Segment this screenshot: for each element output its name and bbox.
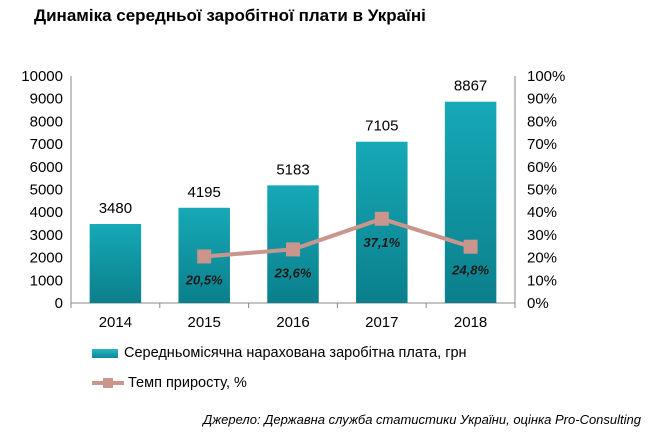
growth-value-label: 37,1% xyxy=(363,235,400,250)
y2-tick-label: 50% xyxy=(527,182,557,199)
y-tick-label: 2000 xyxy=(30,250,63,267)
y2-tick-label: 10% xyxy=(527,272,557,289)
line-series xyxy=(197,211,478,264)
y2-tick-label: 80% xyxy=(527,113,557,130)
bar-value-label: 5183 xyxy=(276,161,309,178)
y2-tick-label: 20% xyxy=(527,250,557,267)
y-tick-label: 9000 xyxy=(30,91,63,108)
y2-tick-label: 70% xyxy=(527,136,557,153)
x-tick-label: 2017 xyxy=(365,314,398,331)
growth-point xyxy=(463,239,478,254)
bar-value-label: 4195 xyxy=(188,184,221,201)
y-tick-label: 3000 xyxy=(30,227,63,244)
legend-line-swatch xyxy=(92,377,124,389)
y-tick-label: 4000 xyxy=(30,204,63,221)
y2-tick-label: 60% xyxy=(527,159,557,176)
bar-value-label: 8867 xyxy=(454,78,487,95)
chart-title: Динаміка середньої заробітної плати в Ук… xyxy=(34,6,426,25)
x-tick-label: 2015 xyxy=(188,314,221,331)
x-tick-label: 2016 xyxy=(276,314,309,331)
y2-tick-label: 40% xyxy=(527,204,557,221)
legend-bar-swatch xyxy=(92,348,118,358)
y2-tick-label: 100% xyxy=(527,68,565,85)
y-tick-label: 8000 xyxy=(30,113,63,130)
growth-point xyxy=(286,242,300,257)
y-tick-label: 7000 xyxy=(30,136,63,153)
growth-value-label: 20,5% xyxy=(185,272,223,287)
y2-tick-label: 30% xyxy=(527,227,557,244)
legend-item-bars: Середньомісячна нарахована заробітна пла… xyxy=(92,345,467,361)
bar xyxy=(89,224,142,303)
source-note: Джерело: Державна служба статистики Укра… xyxy=(203,412,641,427)
legend-bar-label: Середньомісячна нарахована заробітна пла… xyxy=(124,345,467,361)
bar xyxy=(444,101,497,303)
y-tick-label: 1000 xyxy=(30,272,63,289)
y-tick-label: 10000 xyxy=(21,68,63,85)
y-tick-label: 5000 xyxy=(30,182,63,199)
bar-value-label: 7105 xyxy=(365,118,398,135)
y-tick-label: 0 xyxy=(55,295,63,312)
legend-item-line: Темп приросту, % xyxy=(92,375,247,391)
growth-value-label: 23,6% xyxy=(274,265,312,280)
growth-point xyxy=(197,249,212,264)
growth-value-label: 24,8% xyxy=(451,263,489,278)
x-tick-label: 2014 xyxy=(99,314,132,331)
y2-tick-label: 0% xyxy=(527,295,549,312)
axes: 0 1000 2000 3000 4000 5000 6000 7000 8000 9000 100… xyxy=(21,68,565,331)
y-tick-label: 6000 xyxy=(30,159,63,176)
bar-value-label: 3480 xyxy=(99,200,132,217)
growth-point xyxy=(374,211,389,226)
x-tick-label: 2018 xyxy=(454,314,487,331)
growth-line xyxy=(204,216,472,259)
legend-line-label: Темп приросту, % xyxy=(128,375,247,391)
data-labels: 3480 4195 5183 7105 8867 20,5% 23,6% 37,1% 24,8% xyxy=(99,78,490,288)
y2-tick-label: 90% xyxy=(527,91,557,108)
